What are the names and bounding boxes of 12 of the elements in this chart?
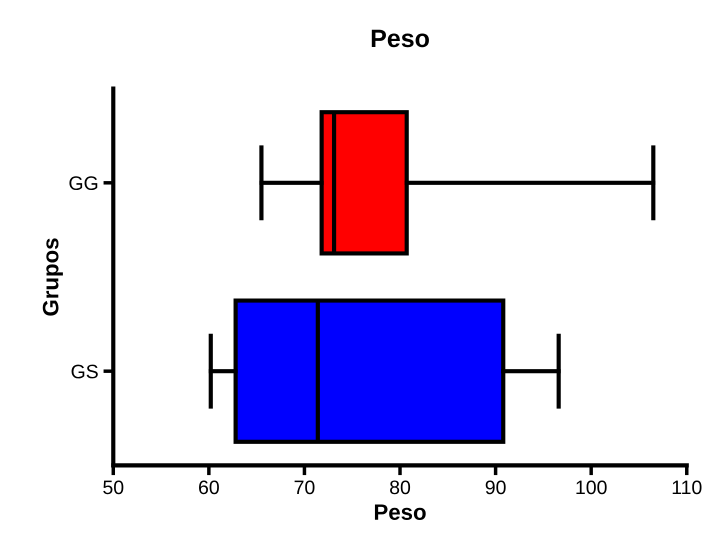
- x-tick-label: 90: [486, 480, 506, 494]
- x-tick-label: 110: [672, 480, 702, 494]
- x-tick-label: 100: [576, 480, 607, 494]
- x-tick-label: 70: [294, 480, 314, 494]
- y-tick-label: GG: [69, 176, 98, 190]
- x-tick-label: 50: [103, 480, 124, 494]
- y-axis-title: Grupos: [42, 238, 63, 316]
- x-axis-title: Peso: [374, 504, 426, 520]
- chart-title: Peso: [372, 30, 429, 48]
- y-tick-label: GS: [72, 364, 98, 378]
- x-tick-label: 80: [390, 480, 410, 494]
- x-tick-label: 60: [199, 480, 219, 494]
